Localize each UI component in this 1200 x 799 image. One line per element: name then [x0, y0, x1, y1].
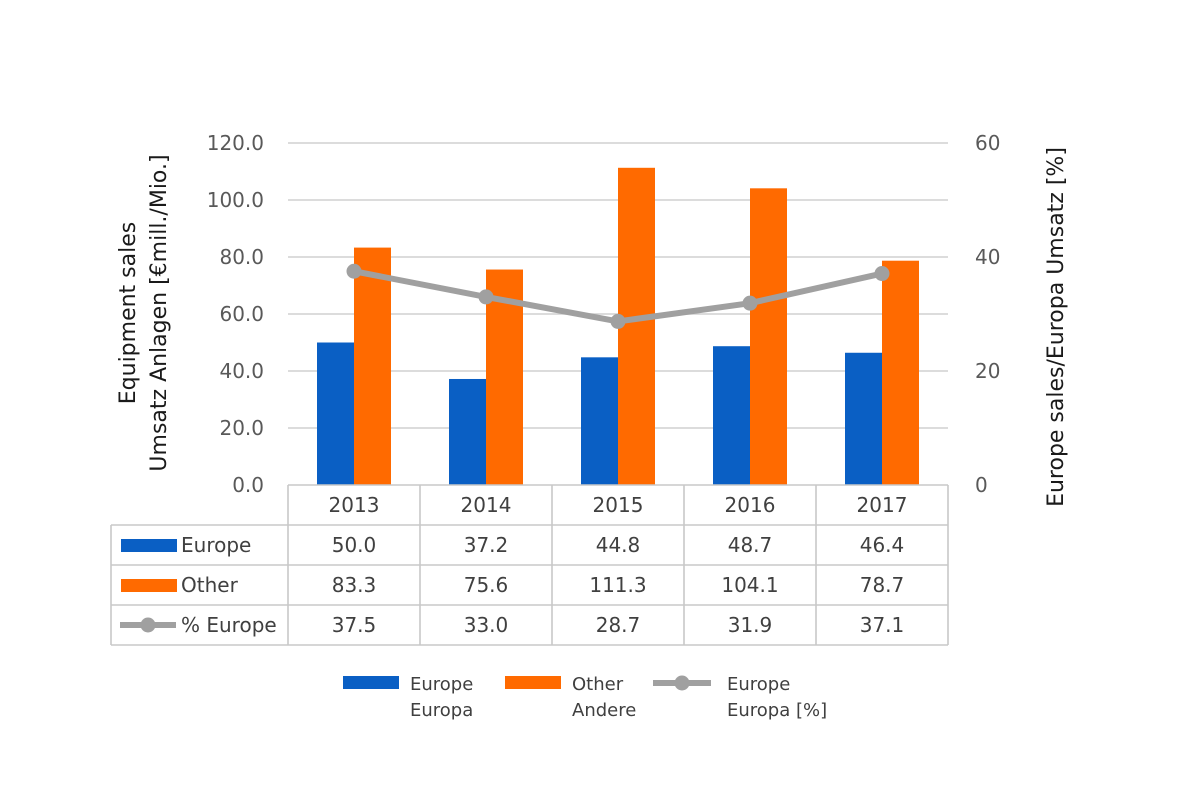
- table-cell: 75.6: [464, 573, 509, 597]
- right-tick-label: 20: [975, 359, 1000, 383]
- legend-label-line2: Europa [%]: [727, 700, 827, 721]
- legend-label-line2: Europa: [410, 700, 473, 721]
- table-cell: 111.3: [589, 573, 646, 597]
- line-point-2013: [346, 263, 362, 279]
- table-cell: 37.2: [464, 533, 509, 557]
- right-axis-ticks: 0 20 40 60: [975, 131, 1000, 497]
- right-tick-label: 40: [975, 245, 1000, 269]
- table-row-label: % Europe: [181, 613, 277, 637]
- bar-other-2015: [618, 167, 655, 486]
- bar-other-2016: [750, 188, 787, 485]
- table-cell: 78.7: [860, 573, 905, 597]
- right-axis-title: Europe sales/Europa Umsatz [%]: [1044, 147, 1069, 507]
- left-tick-label: 40.0: [219, 359, 264, 383]
- table-cell: 44.8: [596, 533, 641, 557]
- table-cell: 31.9: [728, 613, 773, 637]
- left-tick-label: 0.0: [232, 473, 264, 497]
- legend-swatch: [505, 676, 561, 689]
- table-cell: 104.1: [721, 573, 778, 597]
- legend-label-line2: Andere: [572, 700, 636, 721]
- category-label: 2016: [725, 493, 776, 517]
- table-cell: 46.4: [860, 533, 905, 557]
- line-point-2016: [742, 295, 758, 311]
- legend-label-line1: Europe: [727, 674, 790, 695]
- table-cell: 37.1: [860, 613, 905, 637]
- legend: Europe Europa Other Andere Europe Europa [%]: [343, 674, 827, 721]
- legend-label-line1: Europe: [410, 674, 473, 695]
- left-tick-label: 100.0: [207, 188, 264, 212]
- right-tick-label: 60: [975, 131, 1000, 155]
- left-axis-title-line1: Equipment sales: [116, 222, 141, 404]
- left-tick-label: 60.0: [219, 302, 264, 326]
- table-cell: 37.5: [332, 613, 377, 637]
- category-label: 2013: [329, 493, 380, 517]
- legend-marker: [674, 675, 690, 691]
- right-tick-label: 0: [975, 473, 988, 497]
- table-key-marker: [140, 617, 156, 633]
- table-row-label: Europe: [181, 533, 251, 557]
- table-cell: 50.0: [332, 533, 377, 557]
- table-cell: 83.3: [332, 573, 377, 597]
- left-axis-ticks: 0.0 20.0 40.0 60.0 80.0 100.0 120.0: [207, 131, 264, 497]
- line-point-2014: [478, 289, 494, 305]
- table-cell: 48.7: [728, 533, 773, 557]
- category-label: 2017: [857, 493, 908, 517]
- bars: [317, 167, 919, 486]
- bar-europe-2015: [581, 357, 618, 485]
- bar-other-2013: [354, 247, 391, 485]
- category-label: 2014: [461, 493, 512, 517]
- bar-other-2017: [882, 260, 919, 485]
- table-key-swatch: [121, 579, 177, 592]
- bar-europe-2017: [845, 352, 882, 485]
- category-label: 2015: [593, 493, 644, 517]
- europe-share-line: [346, 263, 890, 329]
- left-tick-label: 80.0: [219, 245, 264, 269]
- left-axis-title-line2: Umsatz Anlagen [€mill./Mio.]: [147, 154, 172, 471]
- bar-europe-2013: [317, 342, 354, 485]
- bar-europe-2014: [449, 378, 486, 485]
- line-point-2017: [874, 266, 890, 282]
- line-point-2015: [610, 313, 626, 329]
- legend-swatch: [343, 676, 399, 689]
- data-table: 2013 2014 2015 2016 2017 Europe 50.0 37.2 44.8 48…: [110, 484, 949, 646]
- left-tick-label: 120.0: [207, 131, 264, 155]
- table-row-label: Other: [181, 573, 239, 597]
- bar-europe-2016: [713, 346, 750, 485]
- table-cell: 33.0: [464, 613, 509, 637]
- table-key-swatch: [121, 539, 177, 552]
- legend-label-line1: Other: [572, 674, 624, 695]
- left-tick-label: 20.0: [219, 416, 264, 440]
- table-cell: 28.7: [596, 613, 641, 637]
